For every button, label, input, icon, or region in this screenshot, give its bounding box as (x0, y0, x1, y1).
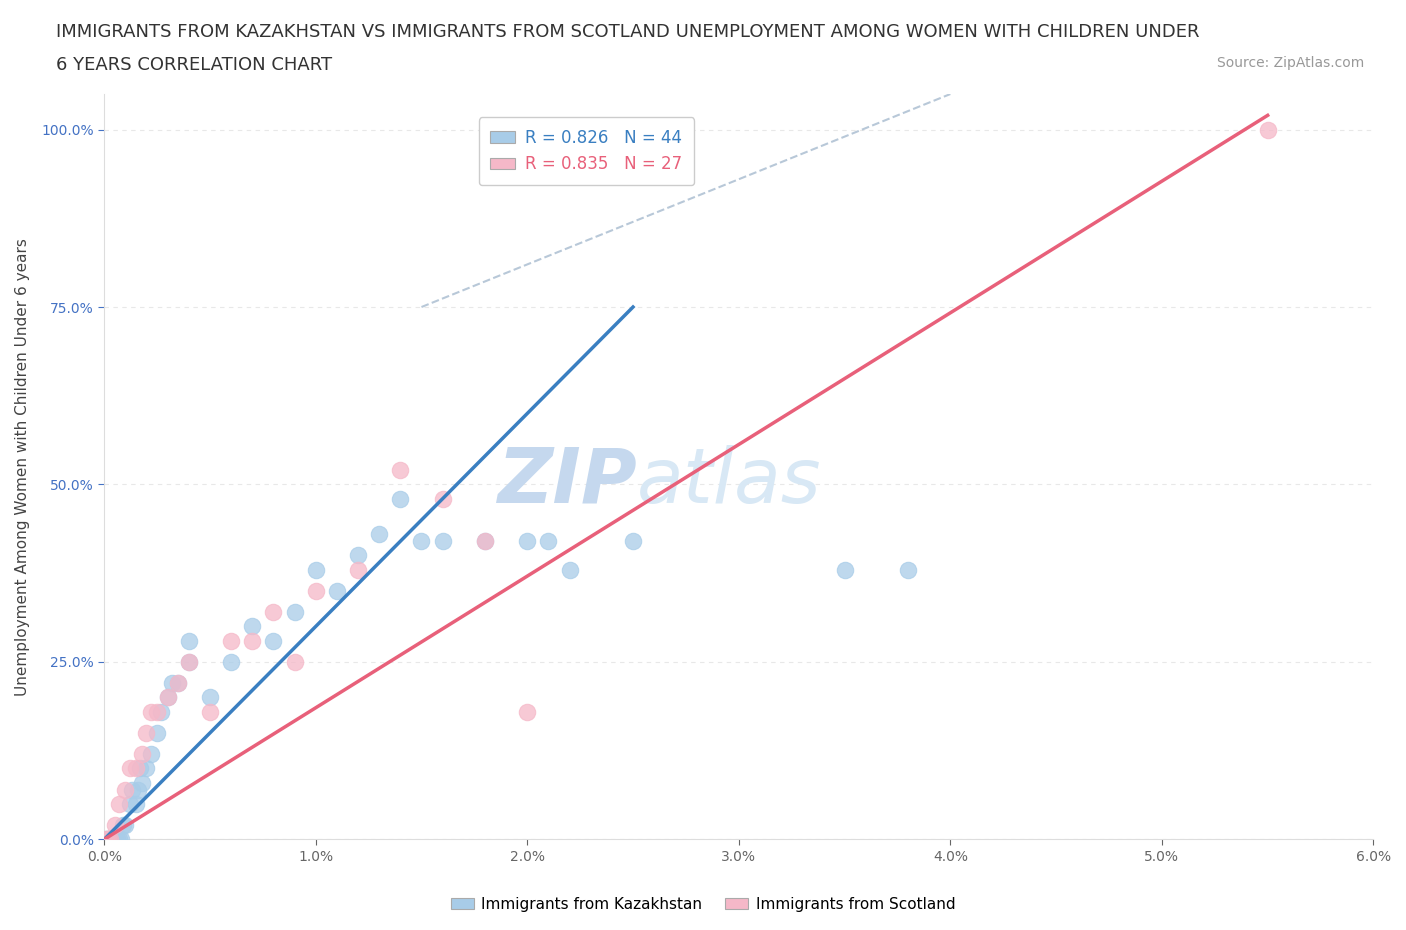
Point (198, 704, 221, 719)
Point (100, 832, 122, 847)
Point (150, 704, 173, 719)
Point (96, 832, 118, 847)
Point (897, 563, 920, 578)
Point (135, 725, 157, 740)
Text: IMMIGRANTS FROM KAZAKHSTAN VS IMMIGRANTS FROM SCOTLAND UNEMPLOYMENT AMONG WOMEN : IMMIGRANTS FROM KAZAKHSTAN VS IMMIGRANTS… (56, 23, 1199, 41)
Point (411, 534, 433, 549)
Point (347, 563, 370, 578)
Point (219, 655, 242, 670)
Point (537, 534, 560, 549)
Point (516, 704, 538, 719)
Point (139, 747, 162, 762)
Point (101, 832, 124, 847)
Point (135, 761, 157, 776)
Point (240, 633, 263, 648)
Point (219, 633, 242, 648)
Point (834, 563, 856, 578)
Point (131, 776, 153, 790)
Point (129, 761, 152, 776)
Point (262, 604, 284, 619)
Point (97, 832, 120, 847)
Point (347, 548, 370, 563)
Point (118, 796, 141, 811)
Point (114, 817, 136, 832)
Point (389, 491, 412, 506)
Point (104, 817, 127, 832)
Point (118, 761, 141, 776)
Legend: Immigrants from Kazakhstan, Immigrants from Scotland: Immigrants from Kazakhstan, Immigrants f… (444, 891, 962, 918)
Point (114, 782, 136, 797)
Text: atlas: atlas (637, 445, 821, 519)
Text: 6 YEARS CORRELATION CHART: 6 YEARS CORRELATION CHART (56, 56, 332, 73)
Point (262, 633, 284, 648)
Point (198, 690, 221, 705)
Point (516, 534, 538, 549)
Point (156, 690, 179, 705)
Point (305, 563, 328, 578)
Point (177, 655, 200, 670)
Point (121, 782, 143, 797)
Point (389, 463, 412, 478)
Point (146, 704, 169, 719)
Point (432, 534, 454, 549)
Point (368, 526, 391, 541)
Point (167, 676, 190, 691)
Point (96, 832, 118, 847)
Point (105, 832, 128, 847)
Point (110, 832, 132, 847)
Point (112, 817, 135, 832)
Legend: R = 0.826   N = 44, R = 0.835   N = 27: R = 0.826 N = 44, R = 0.835 N = 27 (479, 117, 695, 185)
Point (177, 633, 200, 648)
Point (177, 655, 200, 670)
Point (97, 832, 120, 847)
Point (156, 690, 179, 705)
Point (283, 604, 305, 619)
Point (139, 704, 162, 719)
Point (167, 676, 190, 691)
Point (125, 796, 148, 811)
Point (125, 761, 148, 776)
Point (108, 832, 131, 847)
Point (558, 563, 581, 578)
Point (474, 534, 496, 549)
Point (108, 796, 131, 811)
Point (100, 832, 122, 847)
Point (131, 747, 153, 762)
Point (283, 655, 305, 670)
Point (1257, 122, 1279, 137)
Point (127, 782, 149, 797)
Point (160, 676, 183, 691)
Point (305, 583, 328, 598)
Point (432, 491, 454, 506)
Point (146, 725, 169, 740)
Point (240, 619, 263, 634)
Text: Source: ZipAtlas.com: Source: ZipAtlas.com (1216, 56, 1364, 70)
Point (474, 534, 496, 549)
Point (621, 534, 644, 549)
Point (104, 832, 127, 847)
Text: ZIP: ZIP (498, 445, 637, 519)
Y-axis label: Unemployment Among Women with Children Under 6 years: Unemployment Among Women with Children U… (15, 238, 30, 696)
Point (326, 583, 349, 598)
